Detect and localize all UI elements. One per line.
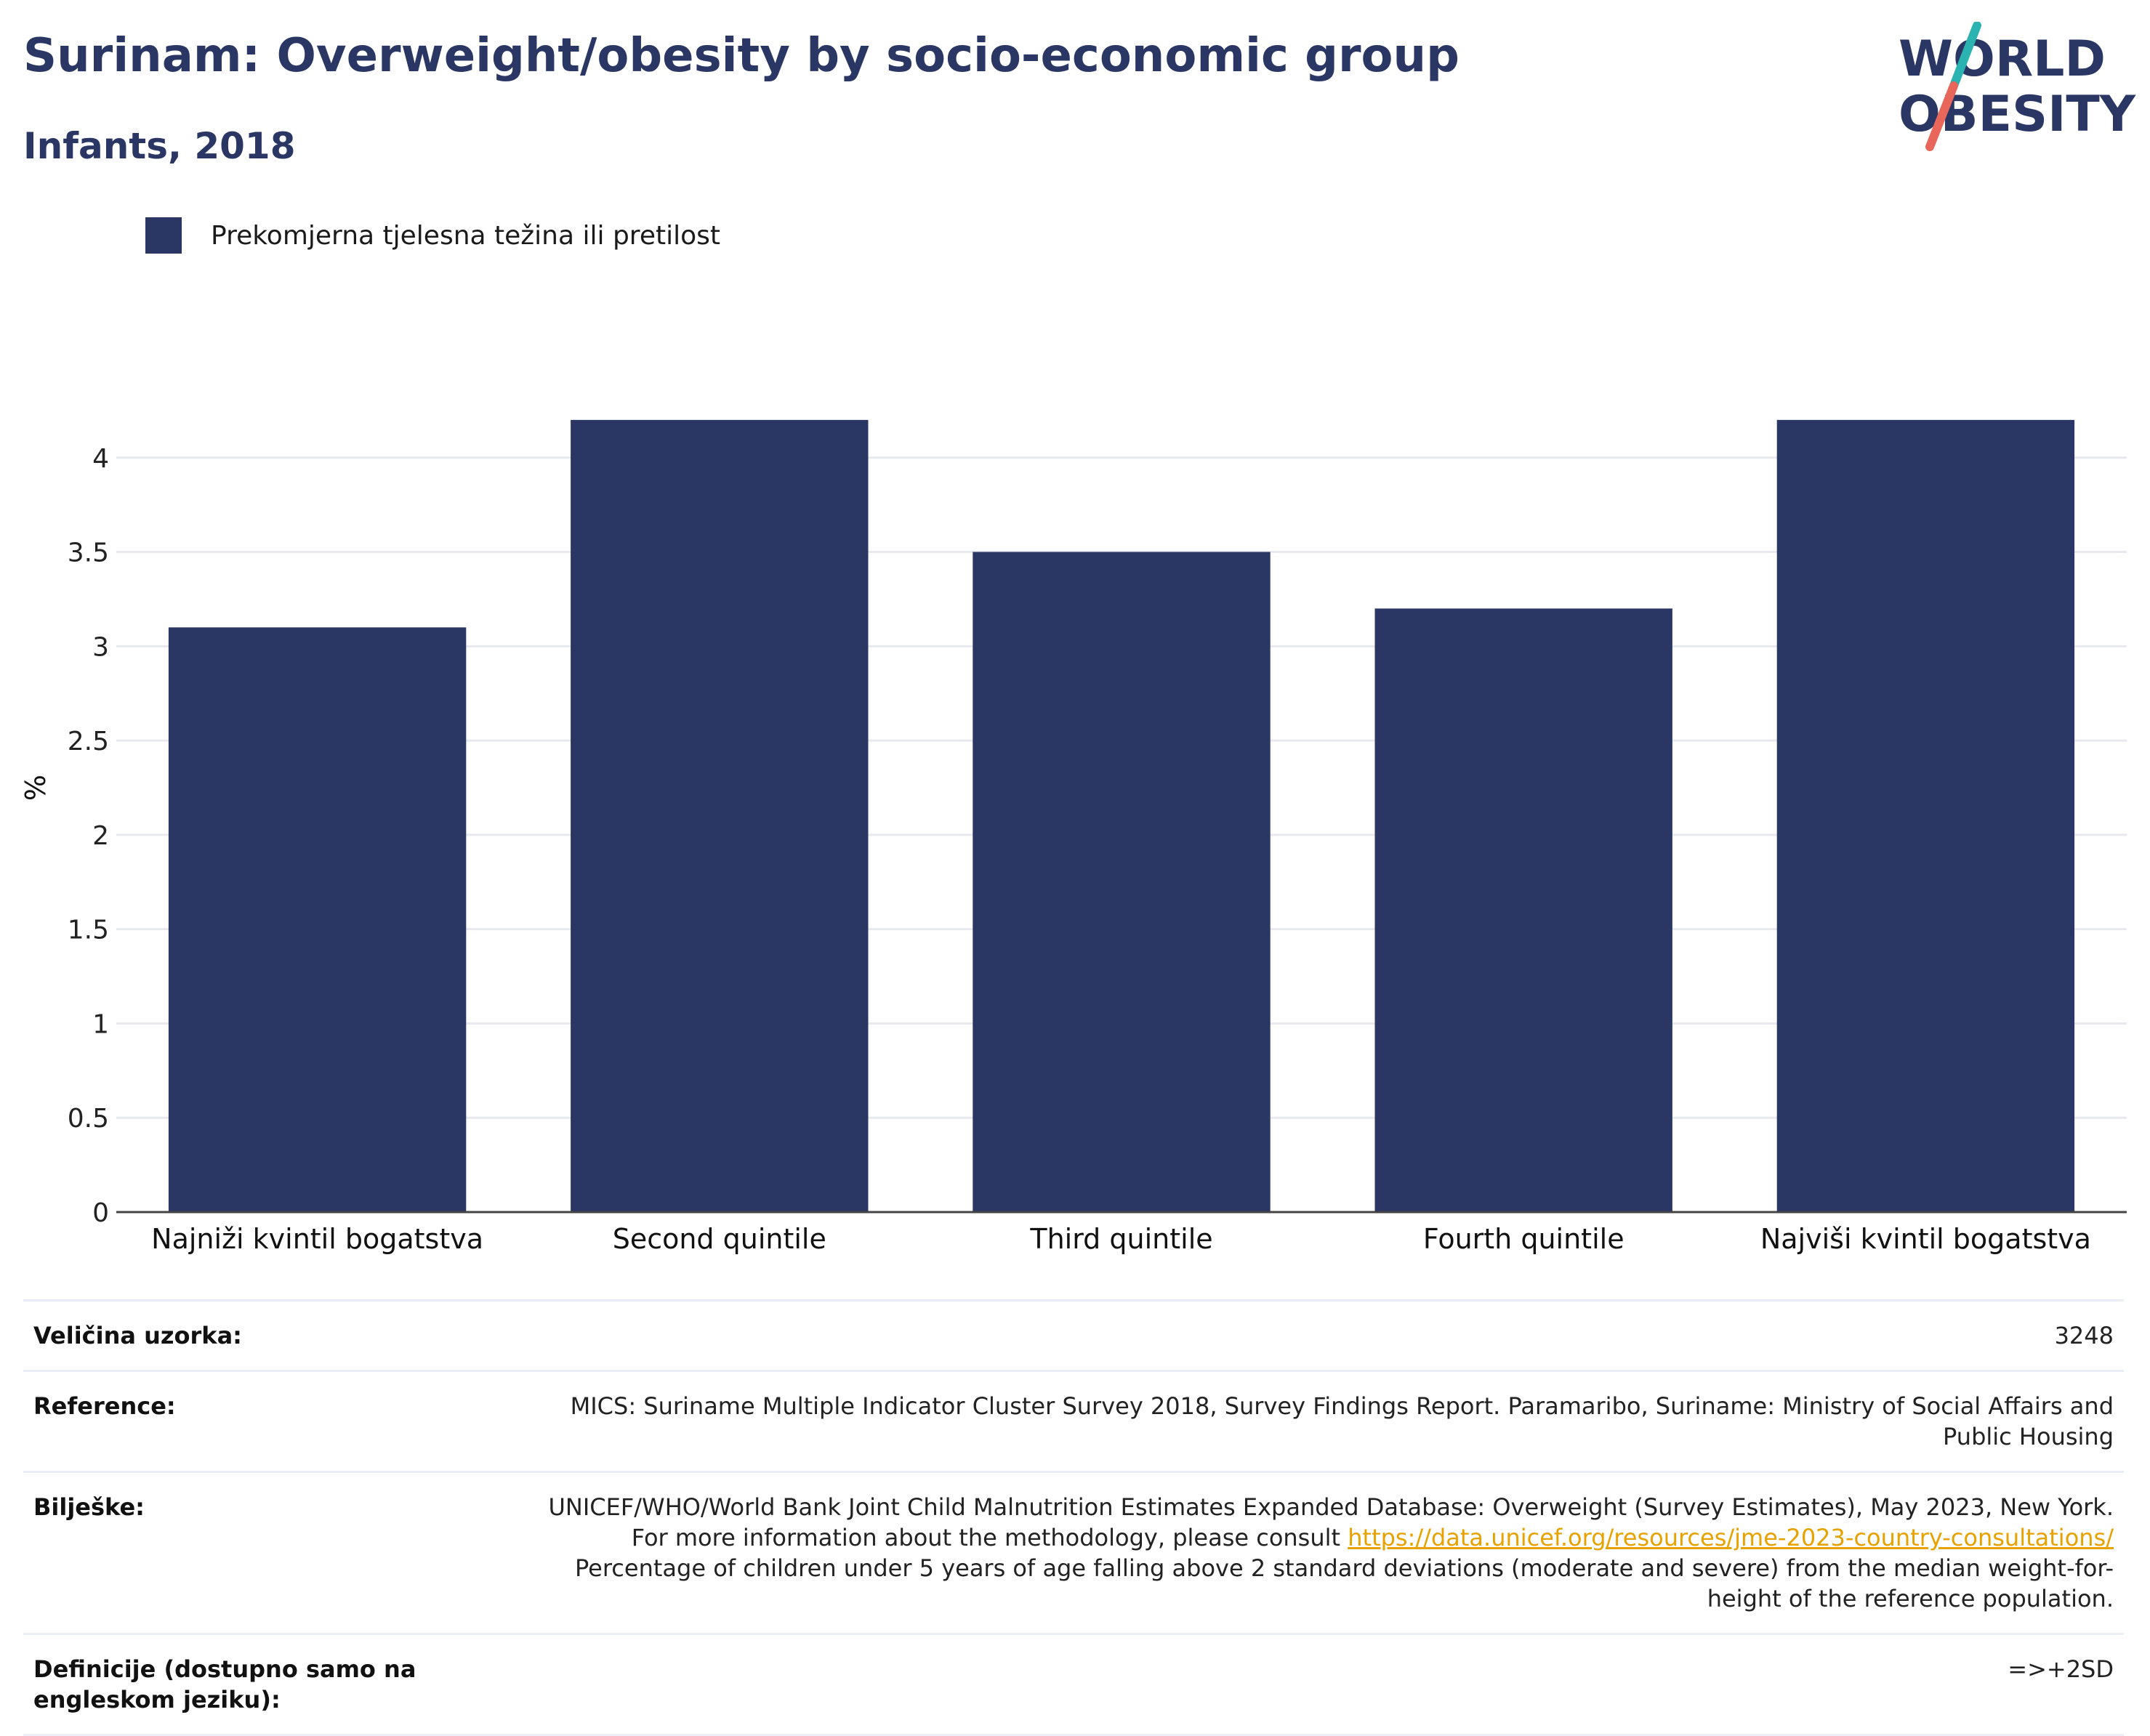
legend-label: Prekomjerna tjelesna težina ili pretilos… [211,220,720,251]
chart-title: Surinam: Overweight/obesity by socio-eco… [23,29,1459,83]
x-axis-ticks: Najniži kvintil bogatstva Second quintile… [151,1223,2091,1255]
y-tick-label: 1.5 [68,916,109,945]
chart-legend[interactable]: Prekomjerna tjelesna težina ili pretilos… [145,215,720,256]
legend-swatch [145,217,182,254]
bar-chart: 0 0.5 1 1.5 2 2.5 3 3.5 4 Najniži kvintil bogats… [20,419,2127,1255]
y-tick-label: 2.5 [68,727,109,756]
bar [571,419,869,1212]
y-tick-label: 2 [92,821,109,851]
x-tick-label: Second quintile [613,1223,826,1255]
notes-label: Bilješke: [33,1493,145,1521]
info-row-notes: Bilješke: UNICEF/WHO/World Bank Joint Ch… [23,1471,2124,1633]
x-tick-label: Najviši kvintil bogatstva [1760,1223,2091,1255]
y-tick-label: 0 [92,1198,109,1228]
logo-line1: WORLD [1899,31,2106,88]
notes-text-before-link: UNICEF/WHO/World Bank Joint Child Malnut… [548,1493,2114,1551]
bar [168,627,467,1212]
bar [973,552,1271,1212]
definitions-value: =>+2SD [2008,1655,2114,1683]
notes-link[interactable]: https://data.unicef.org/resources/jme-20… [1348,1524,2114,1551]
logo-slash-bottom [1925,81,1958,151]
y-tick-label: 3.5 [68,538,109,568]
sample-size-value: 3248 [2054,1322,2114,1349]
notes-text-after-link: Percentage of children under 5 years of … [575,1554,2114,1612]
y-tick-label: 4 [92,444,109,474]
definitions-label: Definicije (dostupno samo na engleskom j… [33,1655,416,1713]
world-obesity-logo: WORLD OBESITY [1899,22,2136,151]
x-tick-label: Najniži kvintil bogatstva [151,1223,483,1255]
y-tick-label: 0.5 [68,1104,109,1134]
info-row-sample-size: Veličina uzorka: 3248 [23,1299,2124,1370]
bar [1374,608,1672,1212]
chart-subtitle: Infants, 2018 [23,125,296,167]
info-row-reference: Reference: MICS: Suriname Multiple Indic… [23,1370,2124,1471]
y-axis-ticks: 0 0.5 1 1.5 2 2.5 3 3.5 4 [68,444,109,1228]
sample-size-label: Veličina uzorka: [33,1322,242,1349]
y-tick-label: 3 [92,632,109,662]
info-row-definitions: Definicije (dostupno samo na engleskom j… [23,1633,2124,1736]
notes-value: UNICEF/WHO/World Bank Joint Child Malnut… [542,1492,2114,1614]
bar [1776,419,2075,1212]
reference-value: MICS: Suriname Multiple Indicator Cluste… [570,1392,2114,1450]
reference-label: Reference: [33,1392,176,1420]
x-tick-label: Third quintile [1029,1223,1212,1255]
logo-slash-top [1949,22,1981,90]
bars [168,419,2075,1212]
info-table: Veličina uzorka: 3248 Reference: MICS: S… [23,1299,2124,1736]
y-axis-label: % [20,775,52,801]
x-tick-label: Fourth quintile [1423,1223,1624,1255]
y-tick-label: 1 [92,1009,109,1039]
